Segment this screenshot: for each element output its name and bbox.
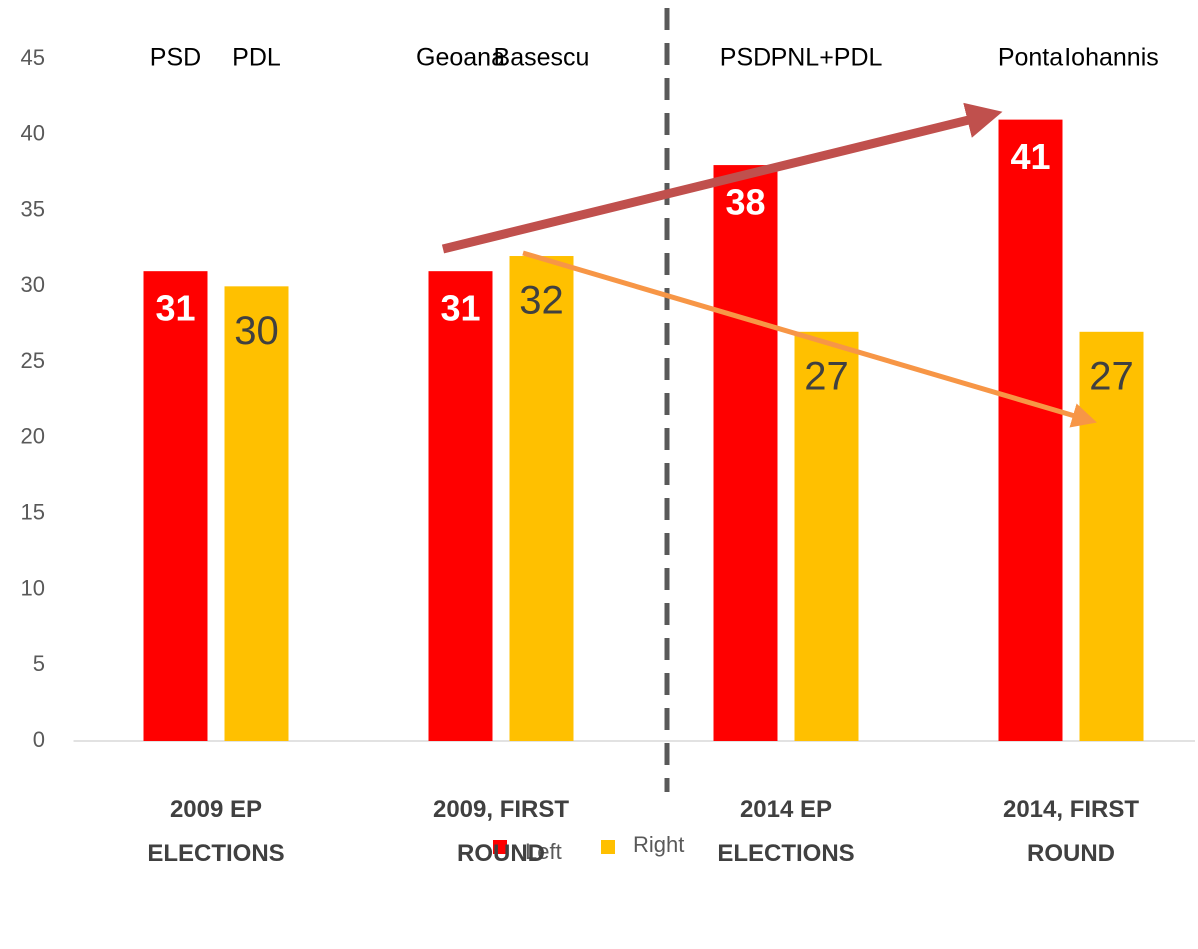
y-tick-label: 10 (21, 575, 45, 600)
bar (998, 119, 1063, 742)
y-tick-label: 45 (21, 45, 45, 70)
legend-label: Right (633, 832, 684, 857)
data-label: 31 (155, 288, 195, 329)
bar (428, 271, 493, 741)
bar (794, 331, 859, 741)
y-tick-label: 15 (21, 499, 45, 524)
data-label: 38 (725, 182, 765, 223)
bar (713, 165, 778, 742)
bar (1079, 331, 1144, 741)
data-label: 27 (804, 354, 849, 398)
y-tick-label: 20 (21, 424, 45, 449)
party-label: Geoana (416, 44, 505, 72)
data-label: 30 (234, 309, 279, 353)
data-label: 41 (1010, 136, 1050, 177)
y-tick-label: 40 (21, 121, 45, 146)
y-tick-label: 25 (21, 348, 45, 373)
trend-arrow (441, 102, 1003, 254)
party-label: PSD (150, 44, 201, 72)
party-label: PNL+PDL (771, 44, 883, 72)
x-tick-label: 2014 EP ELECTIONS (717, 796, 855, 867)
data-label: 32 (519, 279, 564, 323)
party-label: PSD (720, 44, 771, 72)
bar (509, 256, 574, 741)
x-tick-label: 2009, FIRST ROUND (432, 796, 570, 867)
bar (224, 286, 289, 741)
legend-swatch (601, 840, 615, 854)
party-label: Ponta (998, 44, 1063, 72)
trend-arrow (522, 250, 1097, 428)
bar (143, 271, 208, 741)
y-tick-label: 5 (33, 651, 45, 676)
y-tick-label: 30 (21, 272, 45, 297)
party-label: PDL (232, 44, 281, 72)
legend-label: Left (525, 839, 562, 864)
party-label: Iohannis (1064, 44, 1159, 72)
data-label: 31 (440, 288, 480, 329)
y-tick-label: 35 (21, 196, 45, 221)
x-tick-label: 2014, FIRST ROUND (1002, 796, 1140, 867)
data-label: 27 (1089, 354, 1134, 398)
y-tick-label: 0 (33, 727, 45, 752)
legend-swatch (493, 840, 507, 854)
x-tick-label: 2009 EP ELECTIONS (147, 796, 285, 867)
party-label: Basescu (494, 44, 590, 72)
